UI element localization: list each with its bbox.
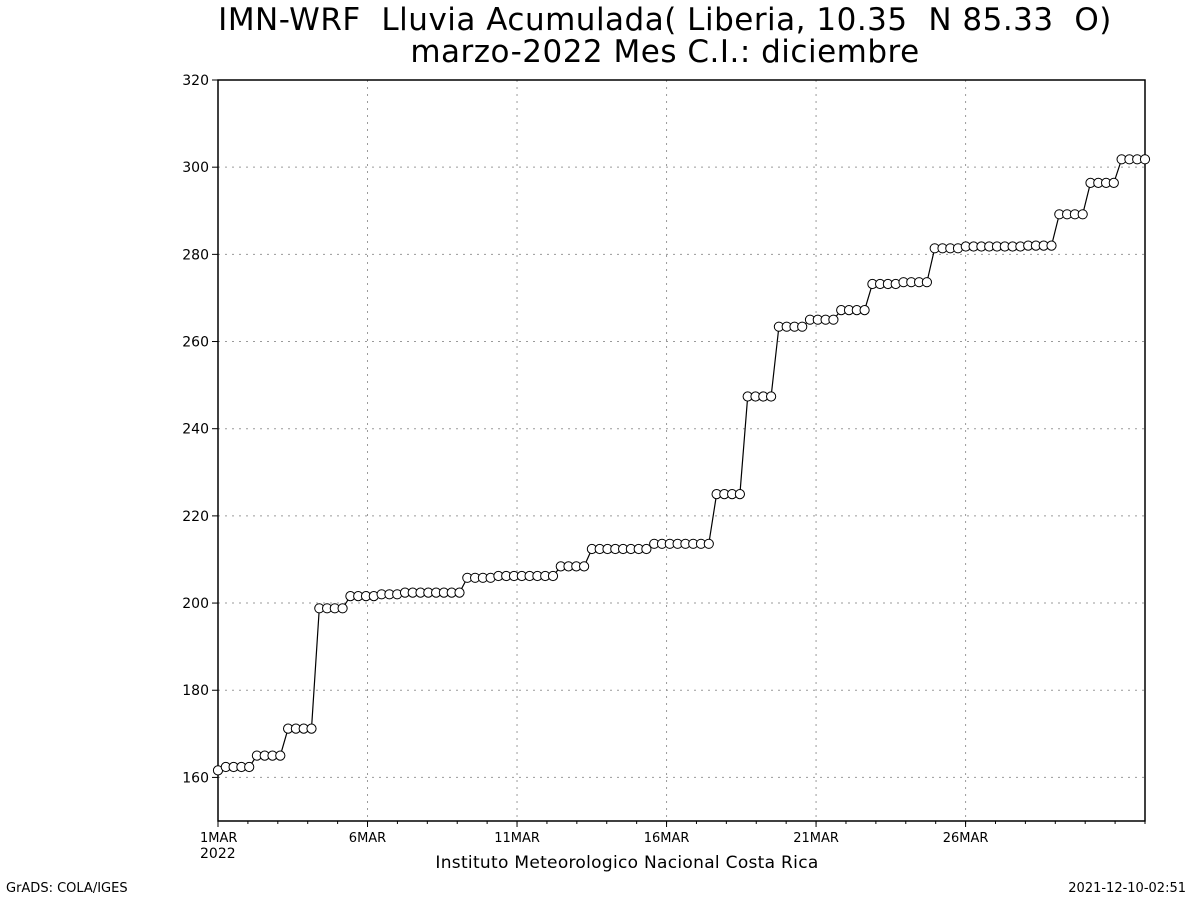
y-tick-label: 240 — [182, 422, 209, 438]
x-axis-label: Instituto Meteorologico Nacional Costa R… — [435, 853, 819, 873]
data-point — [703, 538, 714, 549]
data-point — [337, 603, 348, 614]
y-tick-label: 220 — [182, 509, 209, 525]
data-point — [1108, 177, 1119, 188]
x-tick-label: 1MAR — [200, 831, 237, 846]
x-tick-label: 26MAR — [943, 831, 989, 846]
data-point — [1046, 240, 1057, 251]
y-tick-label: 320 — [182, 73, 209, 89]
grid-lines — [218, 80, 1145, 821]
x-tick-label: 11MAR — [494, 831, 540, 846]
y-tick-label: 280 — [182, 247, 209, 263]
plot-frame — [217, 79, 1146, 822]
x-tick-sublabel: 2022 — [200, 846, 236, 862]
data-point — [828, 314, 839, 325]
y-tick-label: 300 — [182, 160, 209, 176]
data-point — [734, 489, 746, 500]
y-tick-label: 200 — [182, 596, 209, 612]
data-point — [1077, 209, 1088, 220]
data-point — [454, 587, 465, 598]
data-point — [766, 391, 777, 402]
x-tick-label: 6MAR — [349, 831, 386, 846]
series-markers — [212, 154, 1151, 776]
y-tick-label: 160 — [182, 770, 209, 786]
data-point — [306, 723, 317, 734]
x-tick-label: 21MAR — [793, 831, 839, 846]
footer-timestamp: 2021-12-10-02:51 — [1068, 881, 1186, 896]
data-point — [275, 750, 286, 761]
chart-subtitle: marzo-2022 Mes C.I.: diciembre — [410, 34, 920, 70]
data-point — [547, 570, 559, 582]
data-point — [797, 321, 808, 332]
data-point — [579, 561, 590, 572]
y-tick-label: 180 — [182, 683, 209, 699]
data-point — [244, 761, 255, 773]
footer-credit: GrADS: COLA/IGES — [6, 881, 128, 896]
data-point — [641, 543, 652, 555]
y-tick-label: 260 — [182, 335, 209, 351]
chart-title: IMN-WRF Lluvia Acumulada( Liberia, 10.35… — [218, 2, 1112, 38]
x-tick-label: 16MAR — [644, 831, 690, 846]
data-point — [859, 305, 870, 316]
data-point — [921, 277, 933, 288]
data-point — [1139, 154, 1151, 165]
